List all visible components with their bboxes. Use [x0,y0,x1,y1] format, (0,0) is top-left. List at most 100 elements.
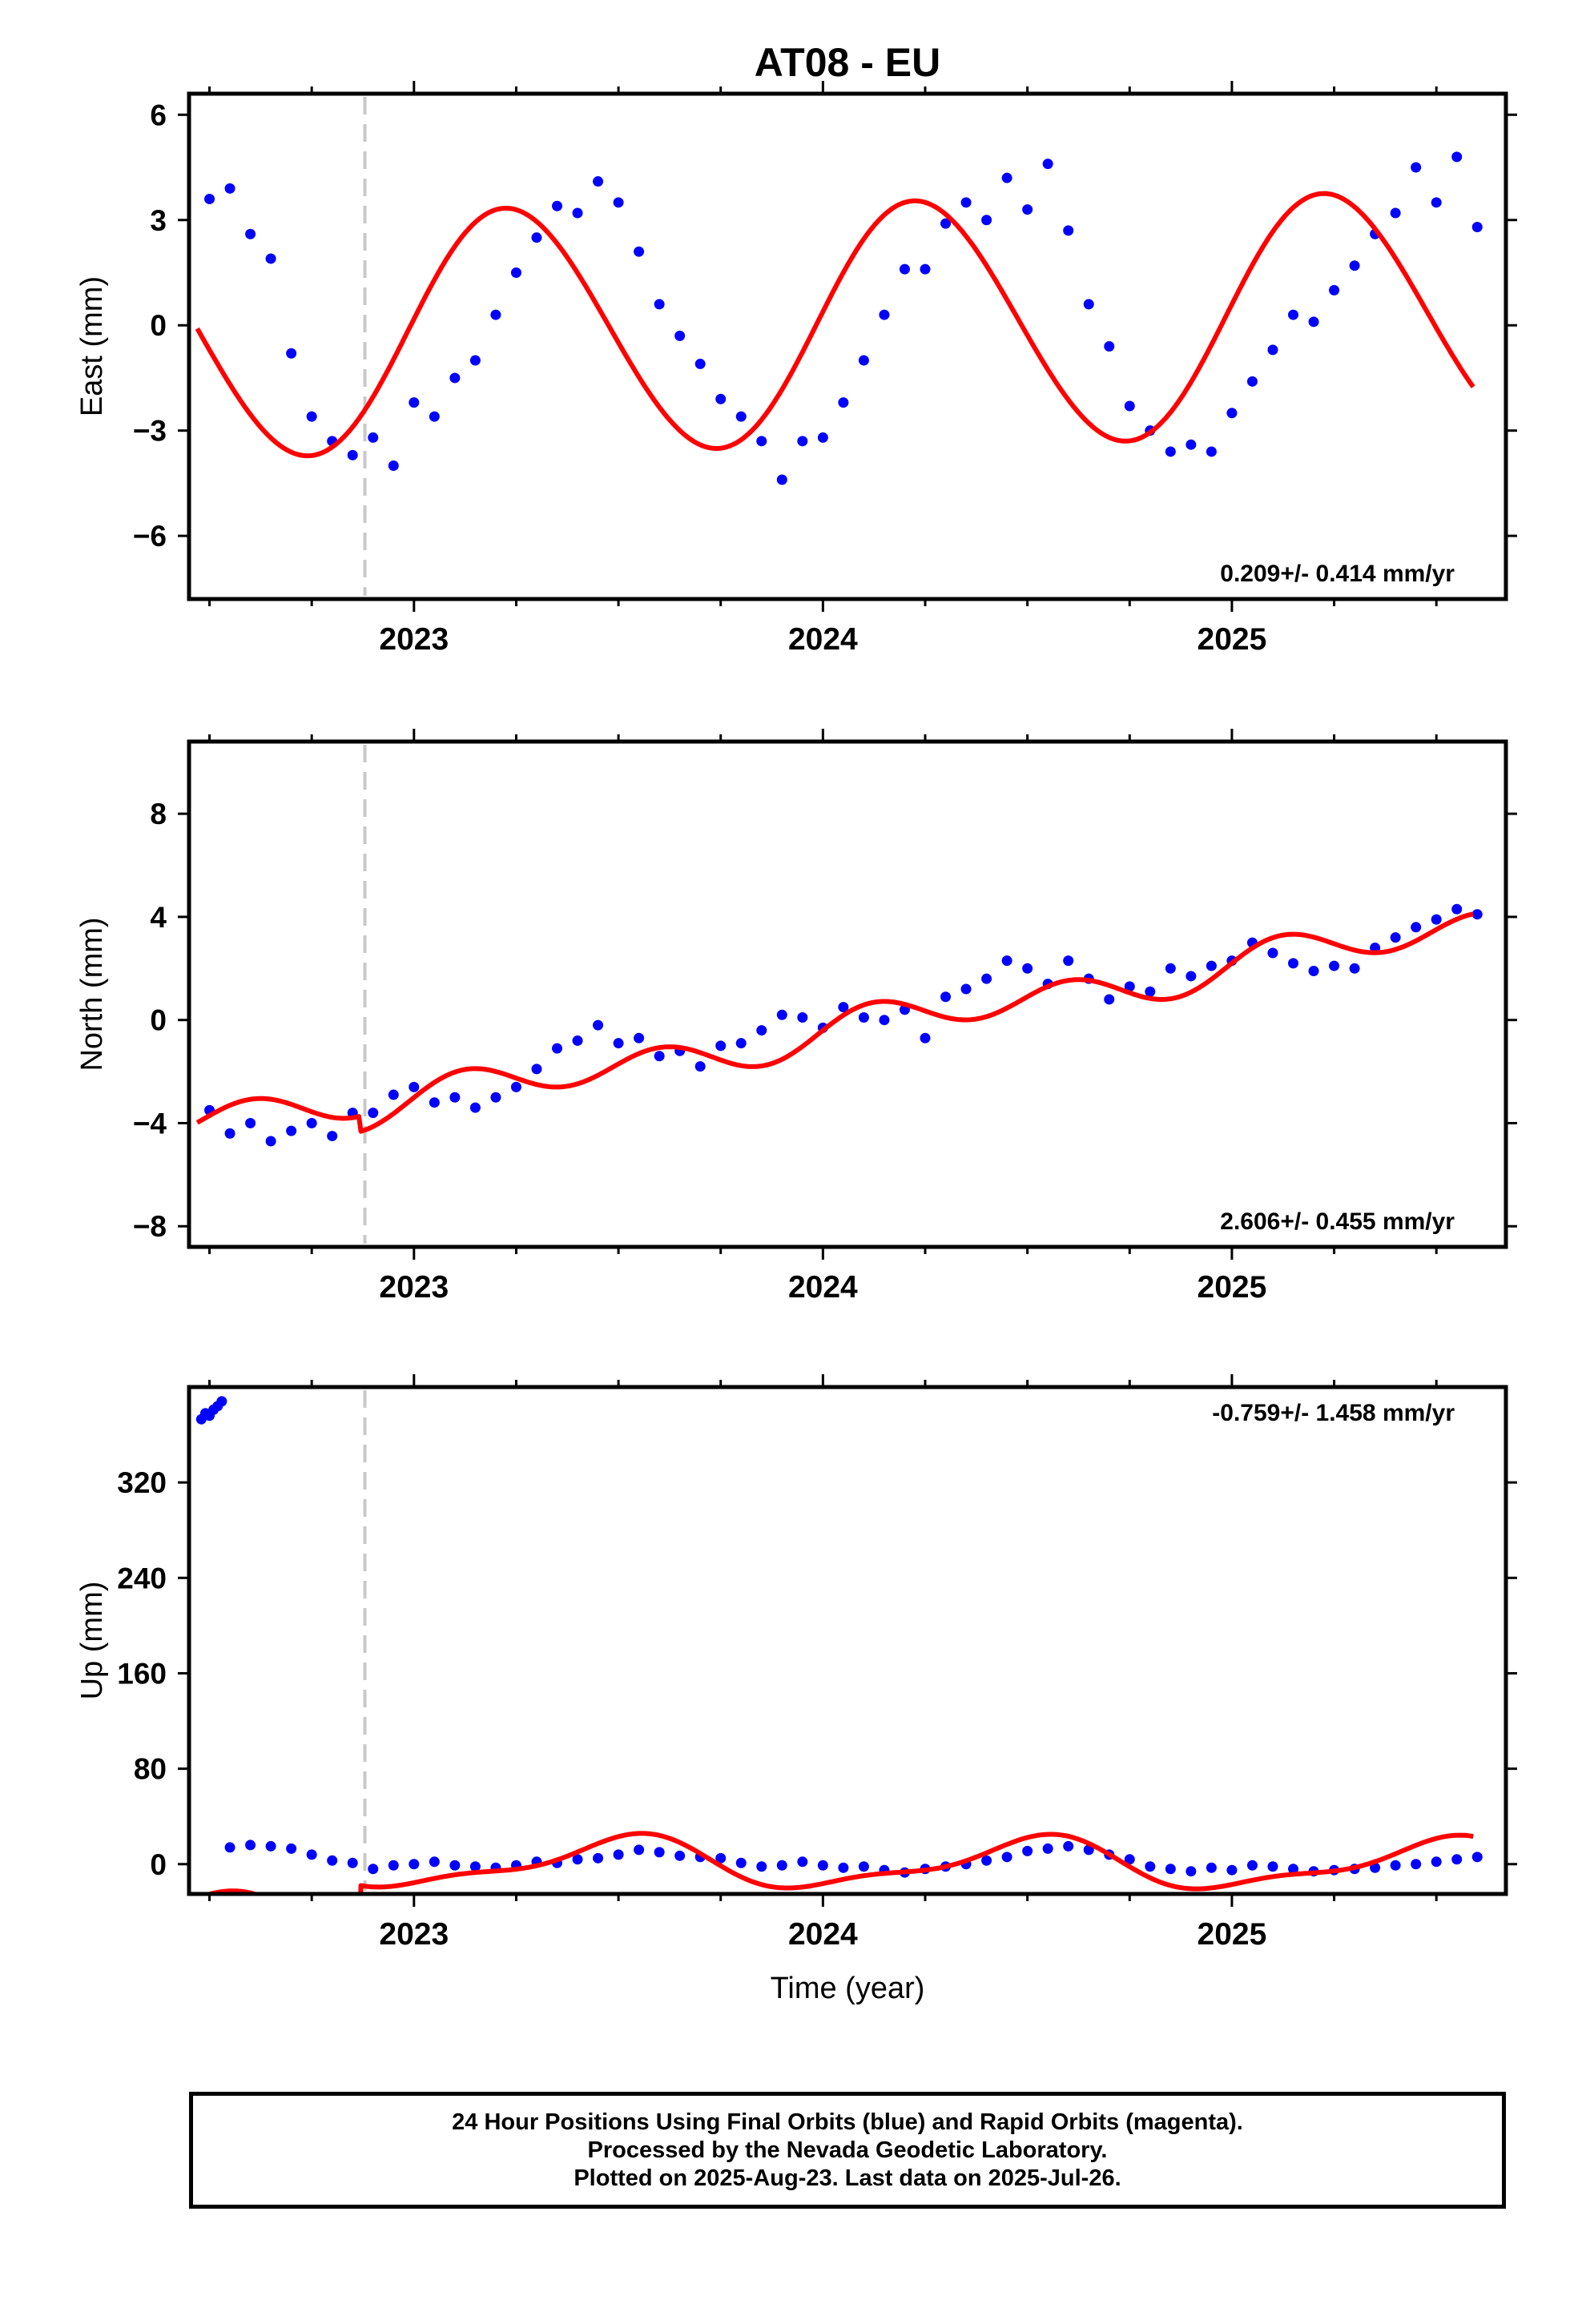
data-point [449,1092,461,1103]
data-point [409,1859,420,1870]
y-axis-label: Up (mm) [75,1582,109,1700]
panel-data [195,903,1483,1147]
data-point [1471,1852,1483,1863]
y-tick-label: 80 [134,1753,167,1786]
data-point [286,1843,297,1854]
x-axis-label: Time (year) [771,1972,925,2005]
data-point [1451,903,1463,915]
data-point [1022,204,1033,215]
data-point [654,1847,665,1858]
data-point [838,1862,849,1873]
data-point [654,299,665,310]
data-point [429,1856,440,1868]
chart-title: AT08 - EU [755,40,940,85]
data-point [1226,408,1238,419]
y-tick-label: 8 [150,798,167,830]
data-point [879,309,890,320]
panel-frame [187,91,1508,601]
data-point [1471,909,1483,920]
panel-data [195,1396,1483,1894]
y-tick-label: −4 [133,1107,167,1140]
data-point [776,1009,787,1020]
footer-box: 24 Hour Positions Using Final Orbits (bl… [189,2092,1506,2209]
y-tick-label: 6 [150,99,167,131]
data-point [858,1011,869,1023]
data-point [1308,966,1319,977]
data-point [634,1844,645,1856]
data-point [1001,955,1012,967]
data-point [1145,1861,1156,1872]
data-point [797,436,808,447]
data-point [756,1025,767,1036]
data-point [981,215,992,226]
data-point [388,1089,399,1100]
panel-frame [187,1385,1508,1896]
data-point [694,1061,706,1072]
footer-line-1: 24 Hour Positions Using Final Orbits (bl… [452,2109,1243,2135]
data-point [572,1035,583,1046]
data-point [306,1849,317,1860]
data-point [1042,1843,1053,1854]
x-tick-label: 2023 [379,1270,449,1305]
data-point [1063,955,1074,967]
y-tick-label: −6 [133,520,167,553]
data-point [634,246,645,257]
data-point [1185,439,1197,450]
data-point [1308,316,1319,328]
data-point [735,1038,747,1049]
data-point [286,348,297,359]
data-point [1165,1864,1176,1875]
data-point [216,1396,227,1407]
data-point [1349,260,1360,271]
rate-annotation: -0.759+/- 1.458 mm/yr [1212,1400,1455,1426]
data-point [204,193,215,204]
data-point [327,1855,338,1866]
data-point [245,1117,256,1128]
y-tick-label: 0 [150,1004,167,1037]
data-point [1288,958,1299,969]
data-point [593,1852,604,1864]
data-point [1104,341,1115,352]
data-point [1390,1860,1401,1871]
data-point [265,253,276,264]
panel-frame [187,739,1508,1249]
y-tick-label: −3 [133,415,167,448]
data-point [449,372,461,384]
data-point [1471,222,1483,233]
data-point [469,355,481,366]
y-tick-label: 3 [150,204,167,237]
data-point [1246,376,1258,387]
data-point [879,1015,890,1026]
y-tick-label: 0 [150,309,167,342]
data-point [409,397,420,408]
fit-line [201,1831,1474,1894]
data-point [1165,963,1176,974]
data-point [1206,446,1217,457]
data-point [1165,446,1176,457]
x-tick-label: 2025 [1198,1270,1267,1305]
data-point [1206,960,1217,971]
data-point [224,1842,235,1853]
data-point [327,1131,338,1142]
data-point [1063,1840,1074,1852]
panel-3: 0 80 160 240 320 2023 2024 2025 Up (mm) Time (yea… [75,1374,1517,2005]
data-point [735,411,747,422]
x-tick-label: 2024 [788,1270,858,1305]
data-point [1431,197,1442,208]
data-point [224,183,235,194]
data-point [1390,207,1401,219]
data-point [981,1855,992,1866]
data-point [245,1839,256,1851]
data-point [613,1038,624,1049]
data-point [1246,1860,1258,1871]
data-point [920,263,931,275]
data-point [593,1019,604,1031]
data-point [817,1860,828,1871]
x-tick-label: 2025 [1198,622,1267,657]
data-point [735,1857,747,1868]
data-point [449,1860,461,1871]
data-point [1451,151,1463,163]
rate-annotation: 0.209+/- 0.414 mm/yr [1220,561,1455,587]
panel-2: −8 −4 0 4 8 2023 2024 2025 North (mm) 2.606+/- 0.… [75,729,1517,1305]
